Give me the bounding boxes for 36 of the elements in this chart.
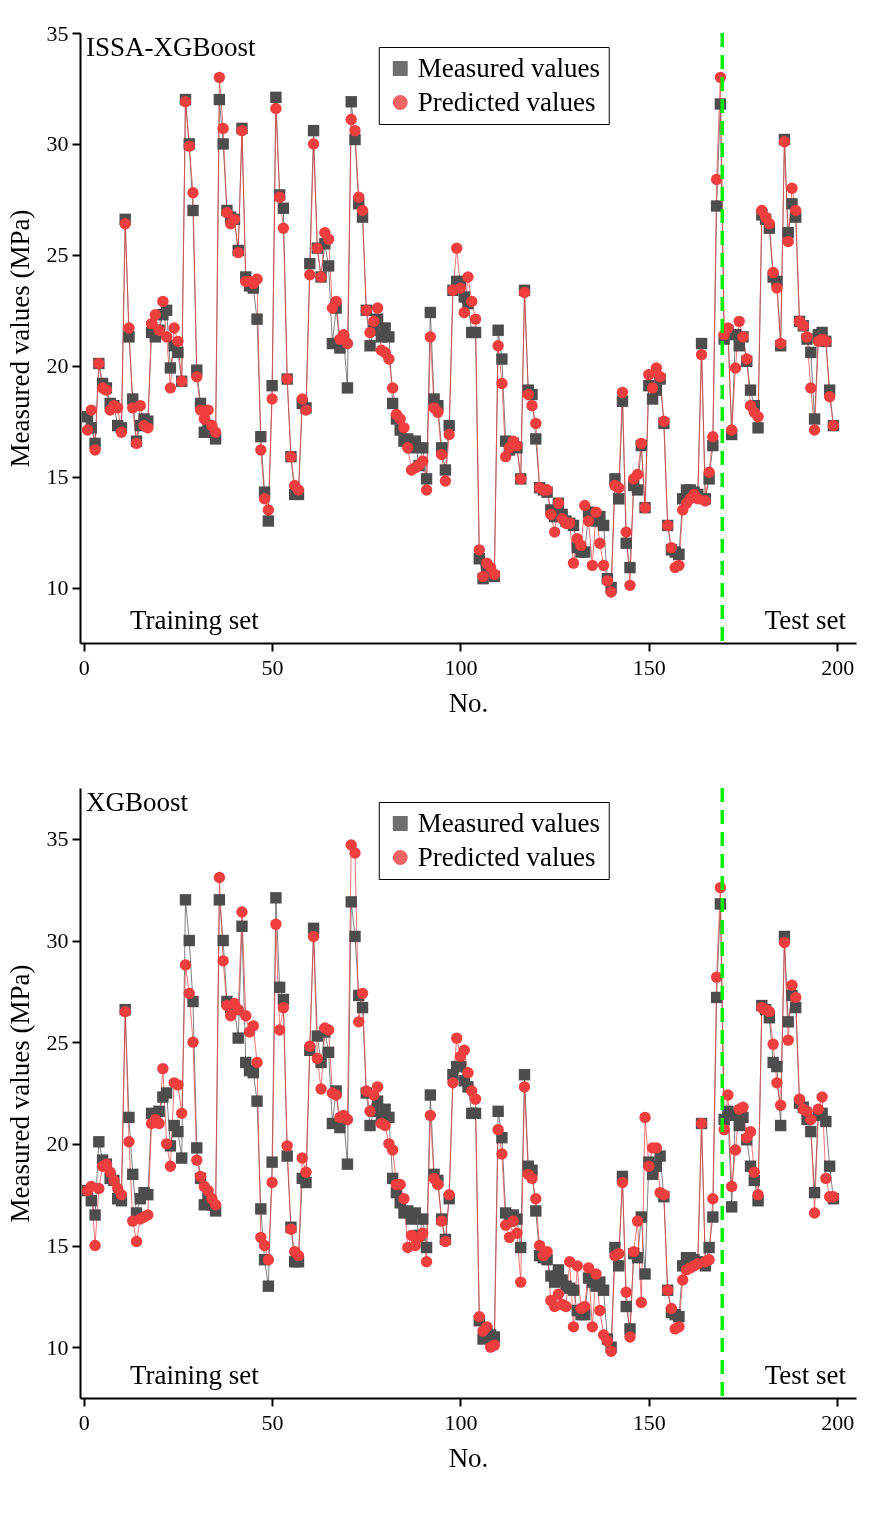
legend-label: Measured values bbox=[417, 807, 600, 838]
legend-label: Measured values bbox=[417, 52, 600, 83]
y-axis-title: Measured values (MPa) bbox=[4, 209, 35, 468]
y-tick-label: 35 bbox=[46, 20, 69, 46]
x-axis-title: No. bbox=[448, 687, 489, 718]
y-tick-label: 35 bbox=[46, 826, 69, 852]
x-tick-label: 50 bbox=[261, 1409, 284, 1435]
x-tick-label: 50 bbox=[261, 654, 284, 680]
legend-label: Predicted values bbox=[417, 841, 596, 872]
x-tick-label: 0 bbox=[78, 1409, 90, 1435]
x-tick-label: 100 bbox=[444, 654, 478, 680]
annotation: Test set bbox=[764, 605, 847, 635]
x-tick-label: 200 bbox=[821, 1409, 855, 1435]
y-tick-label: 15 bbox=[46, 1233, 69, 1258]
y-tick-label: 20 bbox=[46, 1131, 69, 1157]
x-tick-label: 150 bbox=[632, 1409, 666, 1435]
chart-title: XGBoost bbox=[86, 787, 189, 817]
x-tick-label: 0 bbox=[78, 654, 90, 680]
y-tick-label: 30 bbox=[46, 928, 69, 953]
annotation: Training set bbox=[130, 605, 260, 635]
y-tick-label: 25 bbox=[46, 242, 69, 268]
x-tick-label: 100 bbox=[444, 1409, 478, 1435]
y-axis-title: Measured values (MPa) bbox=[4, 964, 35, 1223]
y-tick-label: 10 bbox=[46, 1334, 69, 1360]
x-tick-label: 200 bbox=[821, 654, 855, 680]
annotation: Test set bbox=[764, 1360, 847, 1390]
y-tick-label: 20 bbox=[46, 353, 69, 379]
y-tick-label: 30 bbox=[46, 131, 69, 157]
x-tick-label: 150 bbox=[632, 654, 666, 680]
annotation: Training set bbox=[130, 1360, 260, 1390]
legend-label: Predicted values bbox=[417, 86, 596, 117]
y-tick-label: 10 bbox=[46, 575, 69, 601]
x-axis-title: No. bbox=[448, 1442, 489, 1473]
y-tick-label: 25 bbox=[46, 1029, 69, 1055]
chart-title: ISSA-XGBoost bbox=[86, 32, 257, 62]
y-tick-label: 15 bbox=[46, 464, 69, 490]
